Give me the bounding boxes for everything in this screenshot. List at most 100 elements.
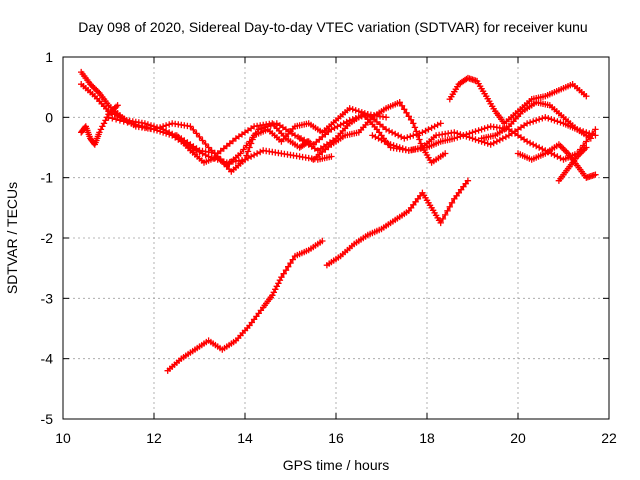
data-point xyxy=(439,215,447,223)
series-sat-l xyxy=(555,144,590,184)
y-tick-label: -1 xyxy=(41,170,54,186)
data-point xyxy=(237,150,244,157)
data-point xyxy=(102,117,109,124)
data-point xyxy=(399,145,406,152)
data-point xyxy=(272,286,279,293)
data-point xyxy=(407,116,415,123)
data-point xyxy=(526,139,534,147)
data-point xyxy=(583,93,590,100)
data-point xyxy=(128,120,135,127)
data-point xyxy=(422,127,429,135)
data-point xyxy=(208,147,215,154)
data-point xyxy=(557,119,564,126)
data-point xyxy=(499,135,506,142)
data-point xyxy=(202,140,209,148)
data-point xyxy=(592,126,599,133)
data-point xyxy=(162,122,170,129)
data-point xyxy=(460,132,467,139)
data-point xyxy=(539,115,546,122)
data-point xyxy=(533,142,540,150)
data-point xyxy=(444,207,451,214)
data-point xyxy=(276,277,284,284)
data-point xyxy=(385,127,393,135)
data-point xyxy=(388,129,396,136)
series-sat-b xyxy=(78,102,121,148)
y-tick-label: -4 xyxy=(41,351,54,367)
series-sat-i xyxy=(446,74,590,127)
data-point xyxy=(282,267,290,274)
data-point xyxy=(451,135,458,142)
data-point xyxy=(502,133,510,141)
data-point xyxy=(475,127,482,134)
data-point xyxy=(539,145,546,153)
data-point xyxy=(533,117,540,124)
data-point xyxy=(530,141,537,148)
data-point xyxy=(484,124,491,131)
data-point xyxy=(401,135,408,142)
y-tick-label: -3 xyxy=(41,290,54,306)
data-point xyxy=(536,116,543,123)
data-point xyxy=(419,129,426,136)
data-point xyxy=(105,114,112,121)
data-point xyxy=(446,203,453,210)
y-tick-label: -5 xyxy=(41,411,54,427)
data-point xyxy=(403,109,410,116)
x-tick-label: 18 xyxy=(419,430,435,446)
data-point xyxy=(405,113,412,120)
data-point xyxy=(109,115,116,122)
data-point xyxy=(250,151,258,159)
x-tick-label: 22 xyxy=(601,430,617,446)
data-point xyxy=(159,123,167,130)
data-point xyxy=(372,133,379,141)
data-point xyxy=(243,152,250,159)
data-point xyxy=(396,99,403,106)
data-point xyxy=(469,129,476,136)
data-point xyxy=(331,124,338,132)
data-point xyxy=(116,117,124,124)
data-point xyxy=(193,130,200,137)
data-point xyxy=(407,133,414,140)
data-point xyxy=(355,108,362,115)
y-axis-label: SDTVAR / TECUs xyxy=(4,182,20,294)
data-point xyxy=(285,263,292,270)
data-point xyxy=(278,274,285,281)
series-sat-e xyxy=(173,105,444,175)
data-point xyxy=(166,121,173,128)
data-point xyxy=(404,134,411,141)
data-point xyxy=(319,237,326,245)
data-point xyxy=(448,199,456,206)
x-tick-label: 12 xyxy=(146,430,162,446)
data-point xyxy=(402,146,409,153)
data-point xyxy=(401,106,408,113)
data-point xyxy=(583,138,590,145)
data-point xyxy=(484,140,491,147)
data-point xyxy=(328,153,335,160)
series-sat-n xyxy=(323,177,472,269)
data-point xyxy=(196,133,203,141)
data-point xyxy=(392,130,399,138)
data-point xyxy=(463,131,470,138)
data-point xyxy=(414,132,422,139)
data-point xyxy=(428,124,435,132)
data-point xyxy=(490,139,497,147)
y-tick-label: 1 xyxy=(45,49,53,65)
data-point xyxy=(334,123,341,130)
x-tick-label: 20 xyxy=(510,430,526,446)
data-point xyxy=(395,132,402,139)
data-point xyxy=(241,156,249,163)
data-point xyxy=(147,125,154,132)
data-point xyxy=(451,129,458,136)
data-point xyxy=(143,124,150,131)
x-tick-label: 16 xyxy=(328,430,344,446)
data-point xyxy=(387,141,394,148)
data-point xyxy=(153,125,161,132)
data-point xyxy=(382,114,390,121)
data-point xyxy=(337,121,344,129)
data-point xyxy=(592,171,599,178)
data-point xyxy=(187,123,194,130)
data-point xyxy=(583,144,590,151)
data-point xyxy=(396,144,403,151)
y-tick-label: 0 xyxy=(45,109,53,125)
data-point xyxy=(139,123,146,130)
